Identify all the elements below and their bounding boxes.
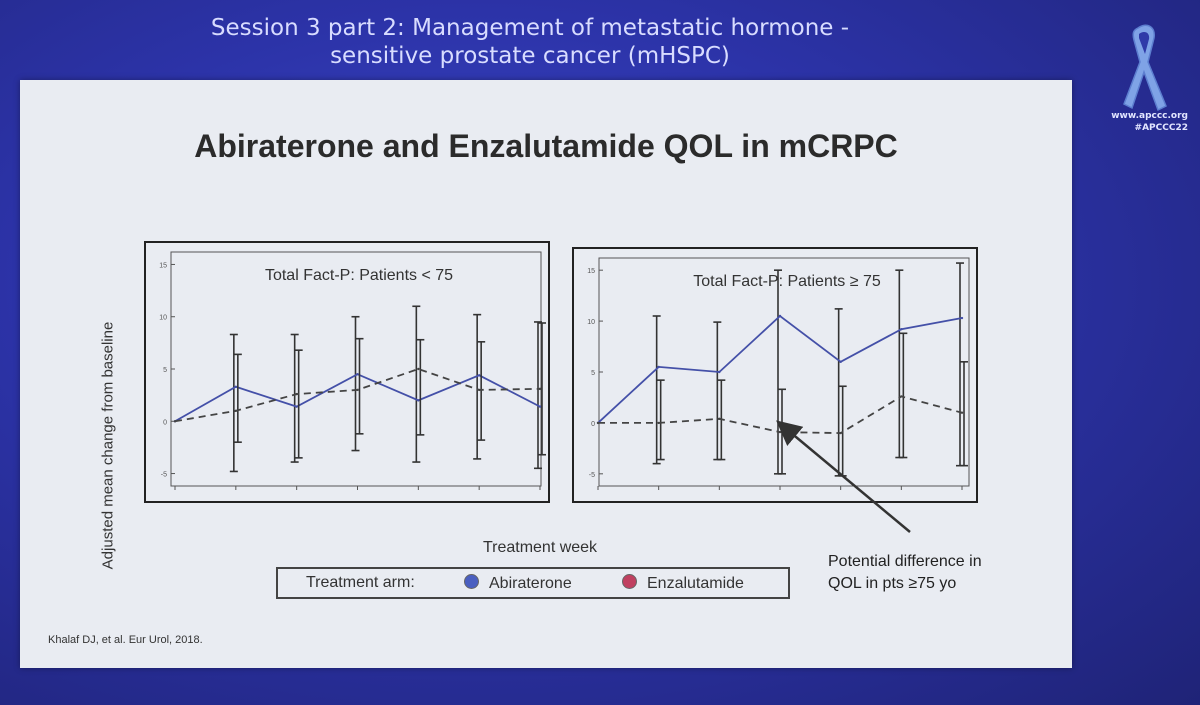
awareness-ribbon-icon	[1123, 24, 1167, 112]
data-point	[538, 405, 542, 408]
data-point	[356, 373, 359, 376]
data-point	[718, 370, 721, 374]
data-point	[538, 387, 542, 391]
data-point	[295, 392, 298, 396]
data-point	[718, 417, 721, 421]
y-tick-label: 0	[591, 421, 595, 428]
session-title-line2: sensitive prostate cancer (mHSPC)	[330, 43, 730, 69]
legend-item-enzalutamide: Enzalutamide	[622, 574, 744, 593]
data-point	[839, 360, 842, 364]
chart-frame	[572, 247, 978, 503]
data-point	[173, 420, 177, 423]
data-point	[295, 405, 298, 408]
data-point	[234, 409, 238, 413]
legend: Treatment arm: Abiraterone Enzalutamide	[276, 567, 790, 599]
y-tick-label: 0	[163, 419, 167, 426]
site-url[interactable]: www.apccc.org	[1111, 111, 1188, 121]
hashtag: #APCCC22	[1134, 123, 1188, 133]
annotation: Potential difference in QOL in pts ≥75 y…	[828, 551, 1048, 595]
chart-title: Total Fact-P: Patients < 75	[265, 267, 453, 284]
chart-title: Total Fact-P: Patients ≥ 75	[693, 273, 881, 290]
plot-area	[598, 257, 970, 487]
data-point	[234, 385, 238, 388]
y-tick-label: 5	[591, 370, 595, 377]
data-point	[477, 388, 481, 392]
citation: Khalaf DJ, et al. Eur Urol, 2018.	[48, 634, 203, 646]
charts: 15 10 5 0 -5 Total Fact-P: Patients < 75 15 10…	[144, 241, 978, 533]
chart-frame	[144, 241, 550, 503]
data-point	[839, 431, 842, 435]
x-axis-label: Treatment week	[482, 539, 598, 556]
data-point	[657, 421, 660, 425]
data-point	[960, 316, 964, 320]
data-point	[900, 395, 903, 398]
legend-item-abiraterone: Abiraterone	[464, 574, 572, 593]
data-point	[778, 430, 782, 434]
annotation-arrow	[776, 420, 911, 533]
y-tick-label: 5	[163, 367, 167, 374]
y-tick-label: 15	[587, 268, 595, 275]
data-point	[417, 399, 420, 402]
abiraterone-dot-icon	[464, 574, 479, 589]
session-title: Session 3 part 2: Management of metastat…	[150, 14, 910, 70]
y-tick-label: 10	[159, 315, 167, 322]
data-point	[657, 365, 660, 369]
legend-label-enzalutamide: Enzalutamide	[647, 575, 744, 592]
site-info: www.apccc.org #APCCC22	[1088, 110, 1188, 134]
enzalutamide-dot-icon	[622, 574, 637, 589]
annotation-line2: QOL in pts ≥75 yo	[828, 575, 957, 592]
data-point	[417, 367, 420, 371]
annotation-line1: Potential difference in	[828, 553, 982, 570]
chart-patients-75-plus: 15 10 5 0 -5 Total Fact-P: Patients ≥ 75	[572, 247, 978, 503]
y-tick-label: 10	[587, 319, 595, 326]
legend-title: Treatment arm:	[306, 574, 415, 591]
data-point	[778, 314, 782, 318]
y-tick-label: 15	[159, 262, 167, 269]
data-point	[356, 388, 359, 392]
slide: Abiraterone and Enzalutamide QOL in mCRP…	[20, 80, 1072, 668]
chart-patients-under-75: 15 10 5 0 -5 Total Fact-P: Patients < 75	[144, 241, 550, 503]
data-point	[960, 411, 964, 414]
data-point	[596, 421, 600, 425]
y-tick-label: -5	[589, 472, 595, 479]
series-line-enzalutamide	[598, 395, 963, 434]
series-line-abiraterone	[174, 373, 541, 423]
data-point	[477, 374, 481, 377]
data-point	[900, 328, 903, 331]
slide-title: Abiraterone and Enzalutamide QOL in mCRP…	[194, 128, 898, 164]
y-tick-label: -5	[161, 472, 167, 479]
series-line-enzalutamide	[174, 368, 541, 423]
series-line-abiraterone	[597, 314, 963, 424]
session-title-line1: Session 3 part 2: Management of metastat…	[210, 15, 850, 41]
legend-label-abiraterone: Abiraterone	[489, 575, 572, 592]
